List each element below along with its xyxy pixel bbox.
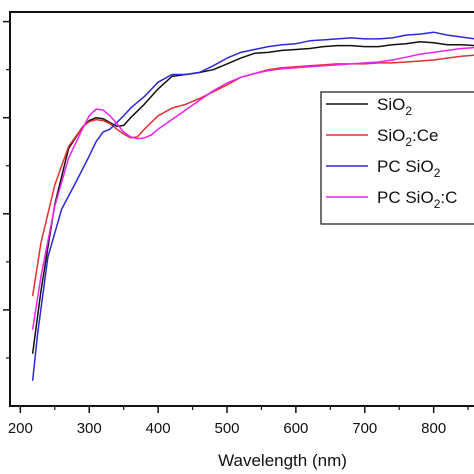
series-line-1: [31, 41, 474, 354]
plot-lines: [31, 31, 474, 381]
series-line-4: [31, 46, 474, 330]
x-tick-label: 400: [146, 420, 171, 437]
legend-label: SiO2:Ce: [377, 126, 439, 149]
x-tick-label: 700: [352, 420, 377, 437]
y-axis: [3, 20, 10, 359]
x-tick-label: 600: [283, 420, 308, 437]
legend-label-subscript: 2: [405, 135, 412, 149]
legend-label-suffix: :Ce: [412, 126, 438, 145]
legend-label: PC SiO2: [377, 157, 441, 180]
series-line-3: [31, 31, 474, 381]
x-tick-label: 800: [421, 420, 446, 437]
legend-label: PC SiO2:C: [377, 188, 457, 211]
series-line-2: [31, 54, 474, 297]
x-axis: 200 300 400 500 600 700 800: [8, 406, 469, 437]
legend-label-base: PC SiO: [377, 157, 434, 176]
legend-box: [320, 91, 474, 225]
x-tick-label: 200: [8, 420, 33, 437]
legend-label-base: PC SiO: [377, 188, 434, 207]
legend-label-base: SiO: [377, 126, 405, 145]
legend-label-suffix: :C: [440, 188, 457, 207]
x-tick-label: 300: [77, 420, 102, 437]
plot-frame: [9, 11, 474, 407]
legend-label-subscript: 2: [434, 197, 441, 211]
legend-label-subscript: 2: [405, 104, 412, 118]
x-tick-label: 500: [214, 420, 239, 437]
legend-label-subscript: 2: [434, 166, 441, 180]
legend-label: SiO2: [377, 95, 412, 118]
x-axis-title: Wavelength (nm): [218, 451, 347, 470]
legend-label-base: SiO: [377, 95, 405, 114]
